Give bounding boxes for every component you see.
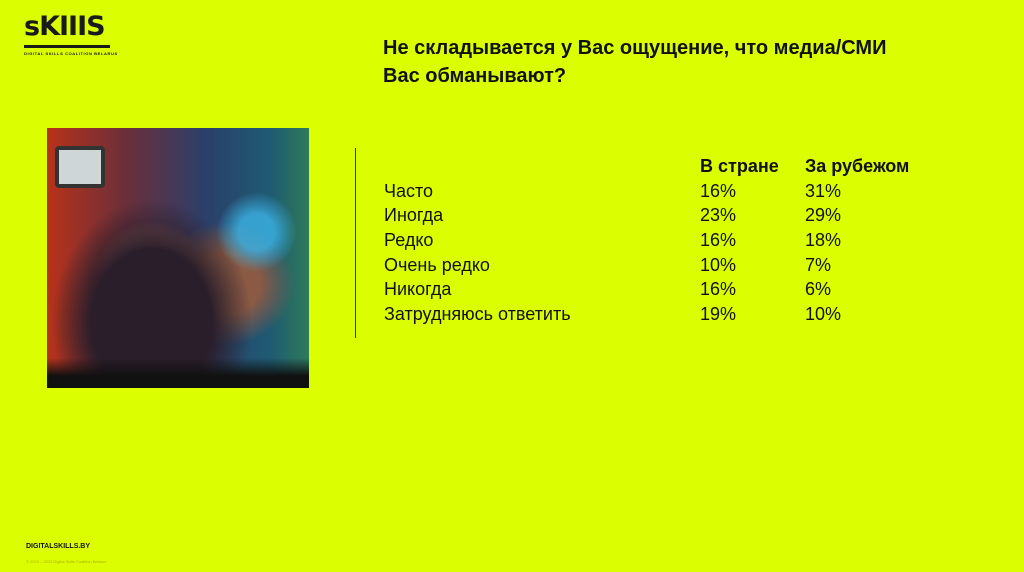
row-value: 6% xyxy=(805,279,832,300)
row-value: 29% xyxy=(805,205,842,226)
results-table: В стране За рубежом Часто 16% 31% Иногда 23%… xyxy=(384,154,955,327)
row-label: Никогда xyxy=(384,279,452,300)
header-cell: За рубежом xyxy=(805,155,910,176)
row-value: 18% xyxy=(805,229,842,250)
table-row: Очень редко 10% 7% xyxy=(384,253,955,278)
table-row: Иногда 23% 29% xyxy=(384,203,955,228)
crowd-silhouette xyxy=(47,358,309,388)
header-cell: В стране xyxy=(700,155,779,176)
slide-title: Не складывается у Вас ощущение, что меди… xyxy=(383,37,887,87)
row-value: 31% xyxy=(805,180,842,201)
logo-subtitle: DIGITAL SKILLS COALITION BELARUS xyxy=(24,51,118,56)
illustration-image xyxy=(47,128,309,388)
row-label: Редко xyxy=(384,229,434,250)
table-row: Редко 16% 18% xyxy=(384,228,955,253)
table-header: В стране За рубежом xyxy=(384,154,955,179)
logo: sKIIIS DIGITAL SKILLS COALITION BELARUS xyxy=(24,11,118,56)
row-value: 10% xyxy=(700,254,737,275)
row-label: Часто xyxy=(384,180,434,201)
row-value: 16% xyxy=(700,229,737,250)
row-value: 16% xyxy=(700,279,737,300)
row-value: 23% xyxy=(700,205,737,226)
row-value: 16% xyxy=(700,180,737,201)
row-label: Иногда xyxy=(384,205,444,226)
footer-site: DIGITALSKILLS.BY xyxy=(26,543,91,550)
tv-icon xyxy=(55,146,105,188)
table-row: Никогда 16% 6% xyxy=(384,277,955,302)
row-label: Очень редко xyxy=(384,254,490,275)
table-row: Затрудняюсь ответить 19% 10% xyxy=(384,302,955,327)
table-row: Часто 16% 31% xyxy=(384,179,955,204)
logo-underline xyxy=(24,45,110,48)
logo-wordmark: sKIIIS xyxy=(24,11,106,42)
row-value: 7% xyxy=(805,254,832,275)
footer-copyright: © 2020 – 2023 Digital Skills Coalition B… xyxy=(26,559,107,564)
vertical-divider xyxy=(355,148,356,338)
row-label: Затрудняюсь ответить xyxy=(384,303,571,324)
row-value: 10% xyxy=(805,303,842,324)
row-value: 19% xyxy=(700,303,737,324)
